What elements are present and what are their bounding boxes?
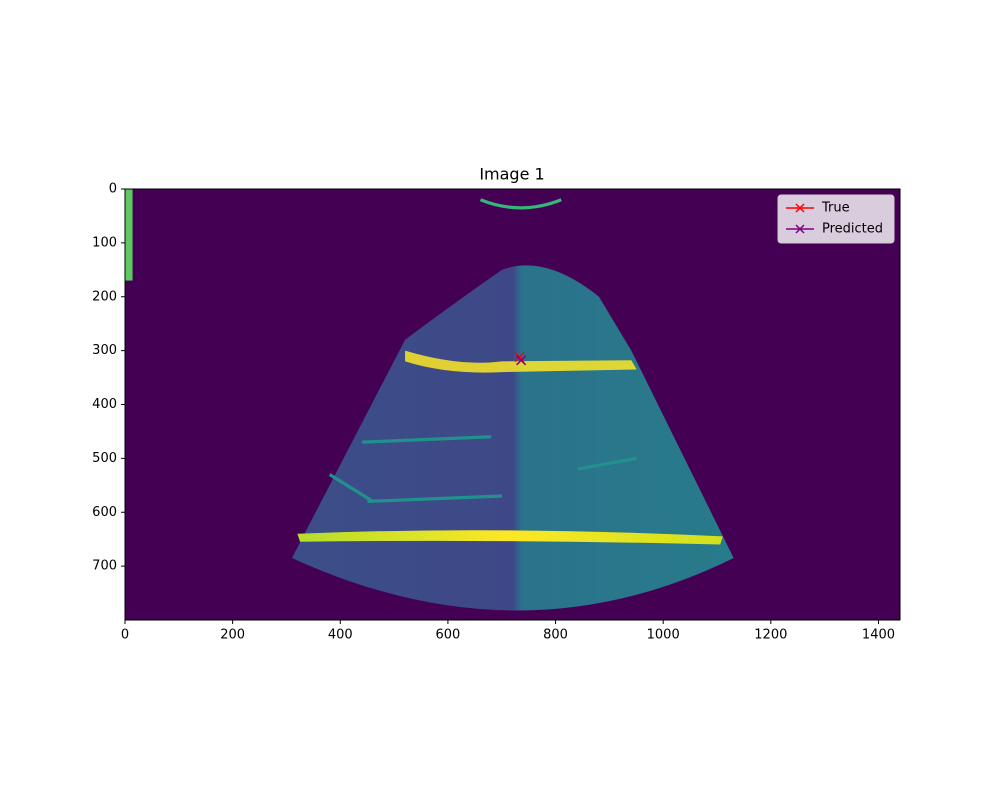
y-tick-label: 0 bbox=[109, 182, 117, 197]
x-tick-label: 1400 bbox=[862, 628, 895, 643]
legend-label: Predicted bbox=[822, 222, 883, 237]
y-tick-label: 700 bbox=[92, 559, 117, 574]
legend-marker bbox=[795, 203, 805, 213]
image bbox=[125, 189, 900, 620]
y-tick-label: 300 bbox=[92, 343, 117, 358]
y-tick-label: 100 bbox=[92, 235, 117, 250]
legend-marker bbox=[795, 224, 805, 234]
legend-box bbox=[777, 194, 895, 244]
marker bbox=[514, 352, 525, 363]
legend-label: True bbox=[821, 201, 850, 216]
y-tick-label: 600 bbox=[92, 505, 117, 520]
chart-title: Image 1 bbox=[479, 165, 544, 184]
x-tick-label: 1000 bbox=[647, 628, 680, 643]
x-tick-label: 800 bbox=[543, 628, 568, 643]
x-tick-label: 600 bbox=[436, 628, 461, 643]
x-tick-label: 200 bbox=[220, 628, 245, 643]
x-tick-label: 0 bbox=[121, 628, 129, 643]
x-tick-label: 400 bbox=[328, 628, 353, 643]
marker bbox=[516, 355, 527, 366]
y-tick-label: 500 bbox=[92, 451, 117, 466]
x-tick-label: 1200 bbox=[754, 628, 787, 643]
y-tick-label: 200 bbox=[92, 289, 117, 304]
y-tick-label: 400 bbox=[92, 397, 117, 412]
